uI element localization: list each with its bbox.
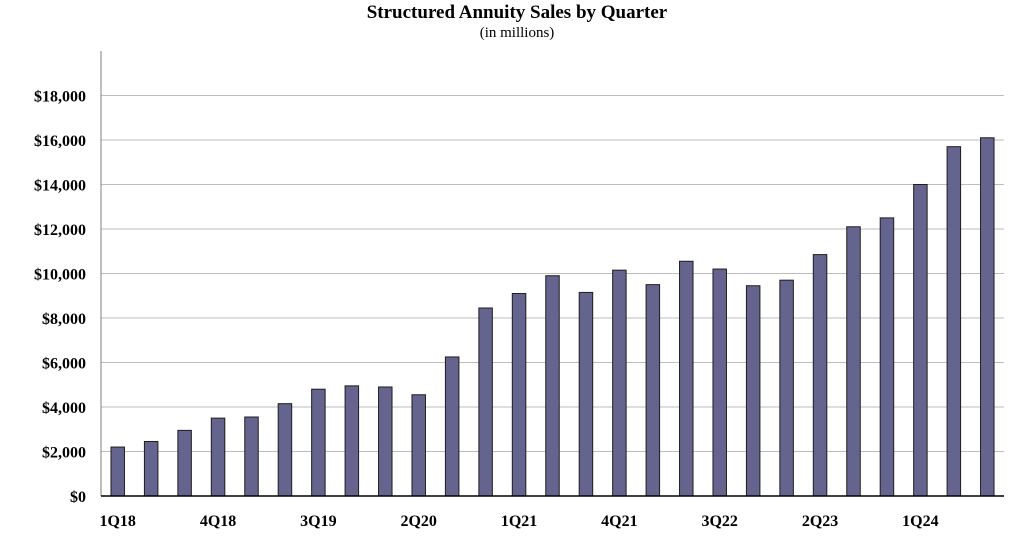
bar-2q19 bbox=[277, 403, 293, 497]
x-tick-label: 2Q20 bbox=[400, 513, 436, 530]
y-tick-label: $10,000 bbox=[34, 267, 86, 284]
y-tick-label: $16,000 bbox=[34, 133, 86, 150]
bar-4q18 bbox=[210, 417, 226, 497]
bar-4q19 bbox=[344, 385, 360, 497]
chart-subtitle: (in millions) bbox=[479, 25, 555, 41]
bar-2q24 bbox=[946, 146, 962, 497]
y-tick-label: $14,000 bbox=[34, 178, 86, 195]
bar-4q20 bbox=[478, 307, 493, 497]
bar-1q18 bbox=[110, 446, 125, 497]
y-tick-label: $0 bbox=[70, 489, 86, 506]
y-tick-label: $8,000 bbox=[42, 311, 86, 328]
y-tick-label: $4,000 bbox=[42, 400, 86, 417]
y-tick-label: $12,000 bbox=[34, 222, 86, 239]
x-tick-label: 4Q18 bbox=[200, 513, 236, 530]
bar-3q19 bbox=[311, 388, 326, 497]
bar-4q23 bbox=[879, 217, 895, 497]
bar-1q22 bbox=[645, 284, 661, 497]
bar-3q18 bbox=[177, 429, 192, 497]
y-tick-label: $6,000 bbox=[42, 356, 86, 373]
bar-3q21 bbox=[578, 291, 594, 497]
x-tick-label: 3Q22 bbox=[701, 513, 737, 530]
bar-2q20 bbox=[411, 394, 426, 497]
bar-1q24 bbox=[913, 184, 928, 497]
bar-4q22 bbox=[745, 285, 761, 497]
x-tick-label: 4Q21 bbox=[601, 513, 637, 530]
chart-title: Structured Annuity Sales by Quarter bbox=[366, 2, 668, 23]
x-tick-label: 3Q19 bbox=[300, 513, 336, 530]
bar-1q21 bbox=[511, 293, 527, 497]
y-tick-label: $2,000 bbox=[42, 445, 86, 462]
bar-3q23 bbox=[846, 226, 861, 497]
bar-3q22 bbox=[712, 268, 727, 497]
y-tick-label: $18,000 bbox=[34, 89, 86, 106]
bar-1q20 bbox=[378, 386, 393, 497]
x-tick-label: 2Q23 bbox=[802, 513, 838, 530]
bar-1q19 bbox=[244, 416, 259, 497]
bar-2q18 bbox=[143, 440, 159, 497]
bar-2q21 bbox=[545, 275, 560, 497]
x-tick-label: 1Q24 bbox=[902, 513, 938, 530]
x-tick-label: 1Q21 bbox=[501, 513, 537, 530]
bar-1q23 bbox=[779, 279, 794, 497]
x-tick-label: 1Q18 bbox=[99, 513, 135, 530]
bar-4q21 bbox=[612, 269, 627, 497]
bar-2q22 bbox=[679, 260, 694, 497]
bar-3q20 bbox=[444, 356, 460, 497]
bar-2q23 bbox=[812, 254, 828, 497]
bar-3q24 bbox=[980, 137, 995, 497]
